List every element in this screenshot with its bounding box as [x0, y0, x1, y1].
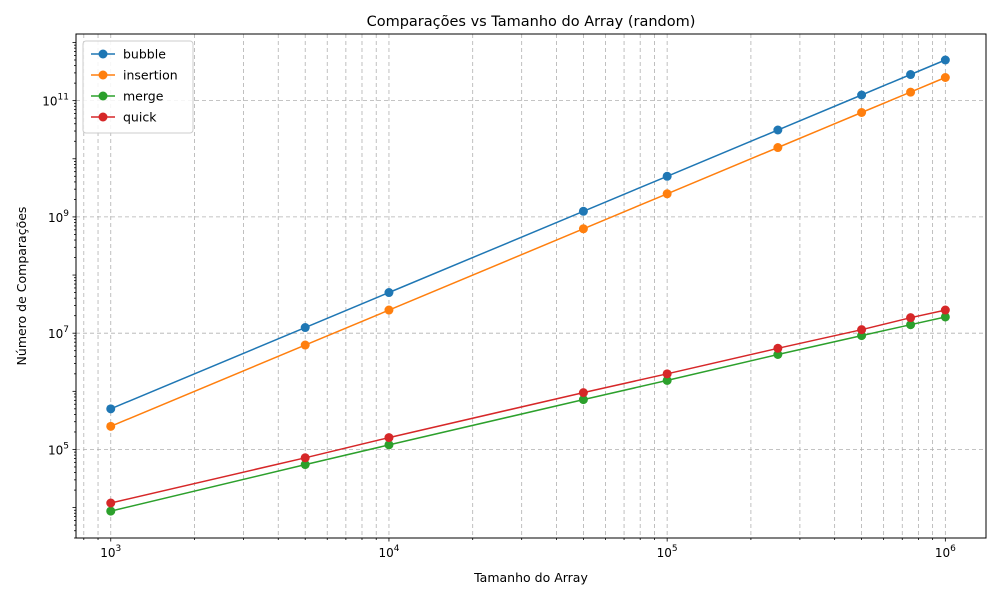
- x-tick-label: 103: [100, 544, 121, 560]
- data-point-quick: [300, 453, 310, 463]
- legend-marker-bubble: [98, 49, 108, 59]
- series-markers: [106, 55, 950, 516]
- legend-marker-insertion: [98, 70, 108, 80]
- data-point-quick: [578, 388, 588, 398]
- data-point-quick: [662, 369, 672, 379]
- data-point-bubble: [106, 404, 116, 414]
- y-tick-label: 105: [48, 441, 69, 457]
- legend-marker-merge: [98, 91, 108, 101]
- data-point-insertion: [106, 421, 116, 431]
- data-point-insertion: [578, 224, 588, 234]
- y-tick-label: 1011: [42, 93, 69, 109]
- legend-label-merge: merge: [123, 89, 164, 104]
- data-point-merge: [906, 320, 916, 330]
- data-point-insertion: [857, 108, 867, 118]
- data-point-bubble: [857, 90, 867, 100]
- data-point-merge: [773, 349, 783, 359]
- data-point-quick: [384, 433, 394, 443]
- data-point-quick: [773, 343, 783, 353]
- data-point-bubble: [300, 323, 310, 333]
- data-point-insertion: [940, 72, 950, 82]
- data-point-insertion: [662, 189, 672, 199]
- data-point-merge: [106, 506, 116, 516]
- y-axis-label: Número de Comparações: [14, 207, 29, 366]
- data-point-insertion: [773, 143, 783, 153]
- data-point-merge: [940, 312, 950, 322]
- x-tick-label: 105: [657, 544, 678, 560]
- chart-title: Comparações vs Tamanho do Array (random): [367, 14, 696, 30]
- data-point-quick: [906, 313, 916, 323]
- y-tick-label: 109: [48, 209, 69, 225]
- data-point-insertion: [384, 305, 394, 315]
- data-point-insertion: [300, 340, 310, 350]
- legend-label-insertion: insertion: [123, 68, 178, 83]
- data-point-merge: [300, 460, 310, 470]
- data-point-insertion: [906, 87, 916, 97]
- data-point-quick: [106, 498, 116, 508]
- legend-label-bubble: bubble: [123, 47, 166, 62]
- x-tick-label: 106: [935, 544, 956, 560]
- data-point-bubble: [384, 288, 394, 298]
- data-point-merge: [662, 375, 672, 385]
- plot-frame: [75, 33, 987, 539]
- legend-box: [82, 40, 194, 134]
- axis-ticks: 103 104 105 106 105 107 109 1011: [42, 42, 956, 560]
- data-point-merge: [578, 395, 588, 405]
- y-tick-label: 107: [48, 325, 69, 341]
- data-point-bubble: [906, 70, 916, 80]
- x-axis-label: Tamanho do Array: [473, 570, 588, 585]
- legend-label-quick: quick: [123, 110, 157, 125]
- legend: bubble insertion merge quick: [82, 40, 194, 134]
- x-tick-label: 104: [378, 544, 399, 560]
- data-point-bubble: [578, 206, 588, 216]
- data-point-quick: [857, 325, 867, 335]
- data-point-bubble: [662, 171, 672, 181]
- data-point-bubble: [940, 55, 950, 65]
- data-point-merge: [384, 440, 394, 450]
- data-point-bubble: [773, 125, 783, 135]
- data-point-quick: [940, 305, 950, 315]
- legend-marker-quick: [98, 112, 108, 122]
